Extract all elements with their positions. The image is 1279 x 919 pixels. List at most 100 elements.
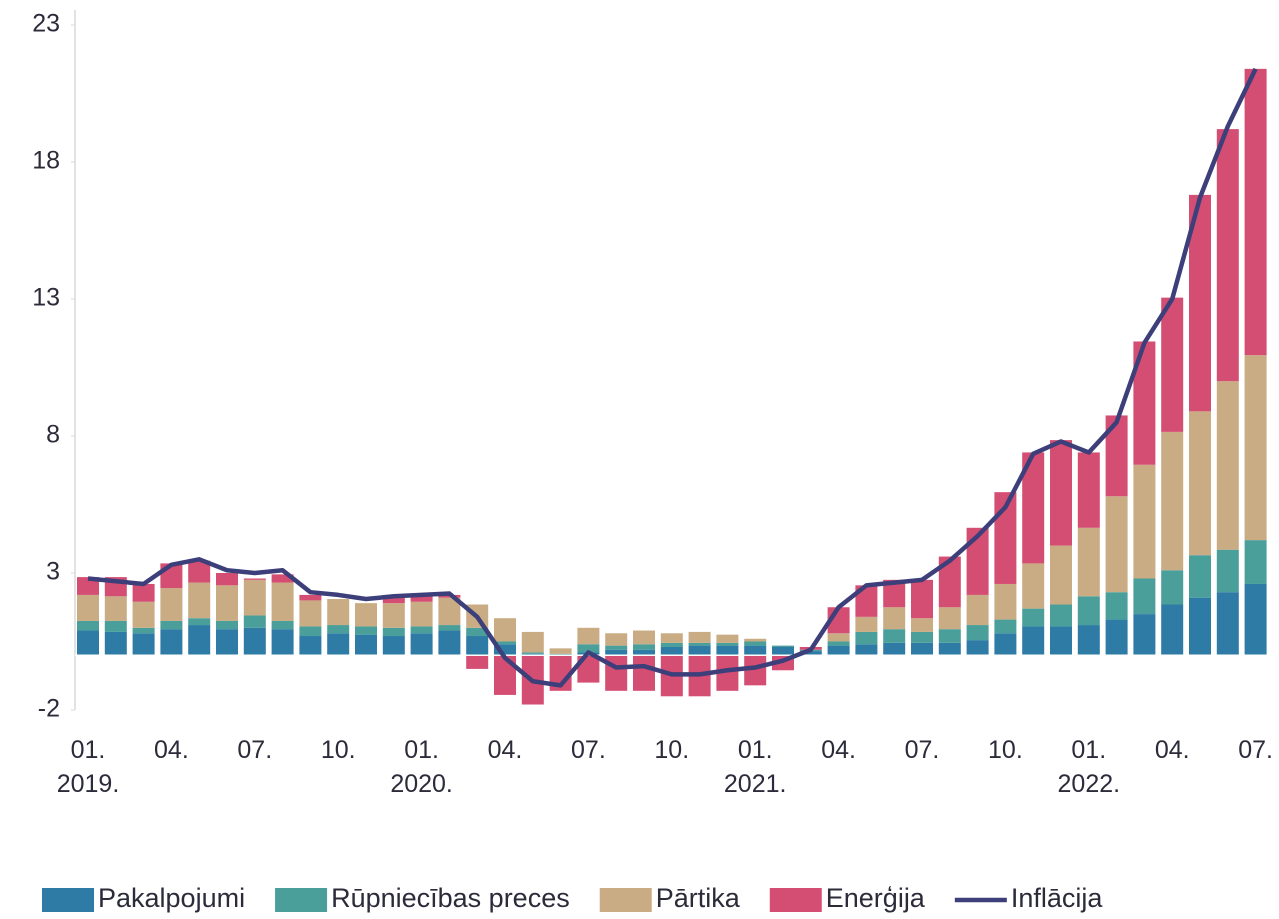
y-tick-label: -2 bbox=[38, 695, 60, 723]
bar-segment bbox=[1189, 555, 1211, 598]
y-tick-label: 18 bbox=[32, 147, 60, 175]
x-tick-label: 10. bbox=[988, 736, 1023, 764]
bar-segment bbox=[327, 633, 350, 656]
bar-segment bbox=[1133, 614, 1156, 656]
bar-segment bbox=[911, 579, 933, 619]
bar-segment bbox=[77, 620, 99, 631]
bar-segment bbox=[827, 641, 850, 646]
bar-segment bbox=[77, 594, 99, 621]
legend-swatch bbox=[42, 888, 94, 912]
bar-segment bbox=[1216, 549, 1239, 593]
bar-segment bbox=[410, 626, 433, 634]
bar-segment bbox=[1022, 452, 1045, 564]
bar-segment bbox=[188, 618, 211, 626]
bar-segment bbox=[688, 631, 711, 643]
bar-segment bbox=[605, 645, 628, 650]
bar-segment bbox=[132, 601, 155, 628]
bar-segment bbox=[494, 655, 516, 695]
bar-segment bbox=[1050, 545, 1072, 605]
x-tick-label: 04. bbox=[1155, 736, 1190, 764]
bar-segment bbox=[188, 560, 211, 583]
legend-swatch bbox=[275, 888, 328, 912]
bar-segment bbox=[494, 618, 516, 642]
bar-segment bbox=[660, 646, 683, 656]
bar-segment bbox=[243, 578, 266, 580]
bar-segment bbox=[1077, 625, 1100, 656]
bar-segment bbox=[1161, 570, 1184, 605]
bar-segment bbox=[994, 619, 1017, 634]
bar-segment bbox=[966, 625, 989, 641]
legend-label: Pakalpojumi bbox=[98, 883, 245, 913]
bar-segment bbox=[827, 633, 850, 642]
bar-segment bbox=[716, 655, 739, 691]
bar-segment bbox=[688, 642, 711, 646]
bar-segment bbox=[605, 649, 628, 656]
bar-segment bbox=[1077, 452, 1100, 528]
x-tick-label: 04. bbox=[821, 736, 856, 764]
bar-segment bbox=[1050, 440, 1072, 546]
bar-segment bbox=[688, 645, 711, 656]
bar-segment bbox=[77, 630, 99, 656]
bar-segment bbox=[355, 603, 377, 627]
bar-segment bbox=[243, 579, 266, 616]
x-tick-label: 07. bbox=[237, 736, 272, 764]
bar-segment bbox=[382, 636, 405, 656]
x-tick-label: 04. bbox=[154, 736, 189, 764]
bar-segment bbox=[188, 582, 211, 619]
bar-segment bbox=[1189, 597, 1211, 656]
bar-segment bbox=[855, 585, 878, 617]
bar-segment bbox=[104, 596, 127, 621]
bar-segment bbox=[1022, 608, 1045, 627]
bar-segment bbox=[160, 629, 183, 656]
bar-segment bbox=[1244, 583, 1267, 656]
x-tick-label: 01. 2019. bbox=[57, 736, 120, 798]
legend-label: Rūpniecības preces bbox=[331, 883, 570, 913]
bar-segment bbox=[160, 588, 183, 621]
bar-segment bbox=[410, 601, 433, 627]
bar-segment bbox=[1022, 626, 1045, 656]
bar-segment bbox=[1161, 297, 1184, 432]
bar-segment bbox=[633, 630, 655, 645]
bar-segment bbox=[855, 616, 878, 632]
bar-segment bbox=[716, 642, 739, 646]
y-tick-label: 23 bbox=[32, 10, 60, 38]
bar-segment bbox=[883, 607, 906, 630]
bar-segment bbox=[633, 649, 655, 656]
bar-segment bbox=[410, 594, 433, 602]
bar-segment bbox=[1105, 592, 1128, 620]
bar-segment bbox=[382, 597, 405, 604]
bar-segment bbox=[382, 627, 405, 637]
bar-segment bbox=[327, 599, 350, 626]
bar-segment bbox=[382, 603, 405, 628]
bar-segment bbox=[1244, 355, 1267, 541]
bar-segment bbox=[577, 644, 600, 653]
bar-segment bbox=[438, 597, 461, 626]
bar-segment bbox=[716, 634, 739, 643]
bar-segment bbox=[438, 630, 461, 656]
x-tick-label: 01. 2021. bbox=[724, 736, 787, 798]
bar-segment bbox=[299, 626, 322, 637]
x-tick-label: 04. bbox=[488, 736, 523, 764]
bar-segment bbox=[1105, 496, 1128, 593]
bar-segment bbox=[132, 583, 155, 602]
x-tick-label: 01. 2020. bbox=[390, 736, 453, 798]
bar-segment bbox=[911, 618, 933, 632]
bar-segment bbox=[1050, 604, 1072, 627]
legend-swatch bbox=[769, 888, 822, 912]
bar-segment bbox=[466, 655, 489, 669]
bar-segment bbox=[1244, 540, 1267, 584]
bar-segment bbox=[660, 633, 683, 643]
x-tick-label: 01. 2022. bbox=[1058, 736, 1121, 798]
bar-segment bbox=[772, 645, 794, 647]
bar-segment bbox=[744, 638, 767, 642]
x-tick-label: 07. bbox=[1238, 736, 1273, 764]
bar-segment bbox=[744, 655, 767, 686]
bar-segment bbox=[271, 620, 294, 630]
bar-segment bbox=[938, 642, 961, 656]
bar-segment bbox=[633, 655, 655, 691]
legend-label: Pārtika bbox=[656, 883, 741, 913]
bar-segment bbox=[1216, 129, 1239, 382]
bar-segment bbox=[883, 579, 906, 608]
bar-segment bbox=[1050, 626, 1072, 656]
